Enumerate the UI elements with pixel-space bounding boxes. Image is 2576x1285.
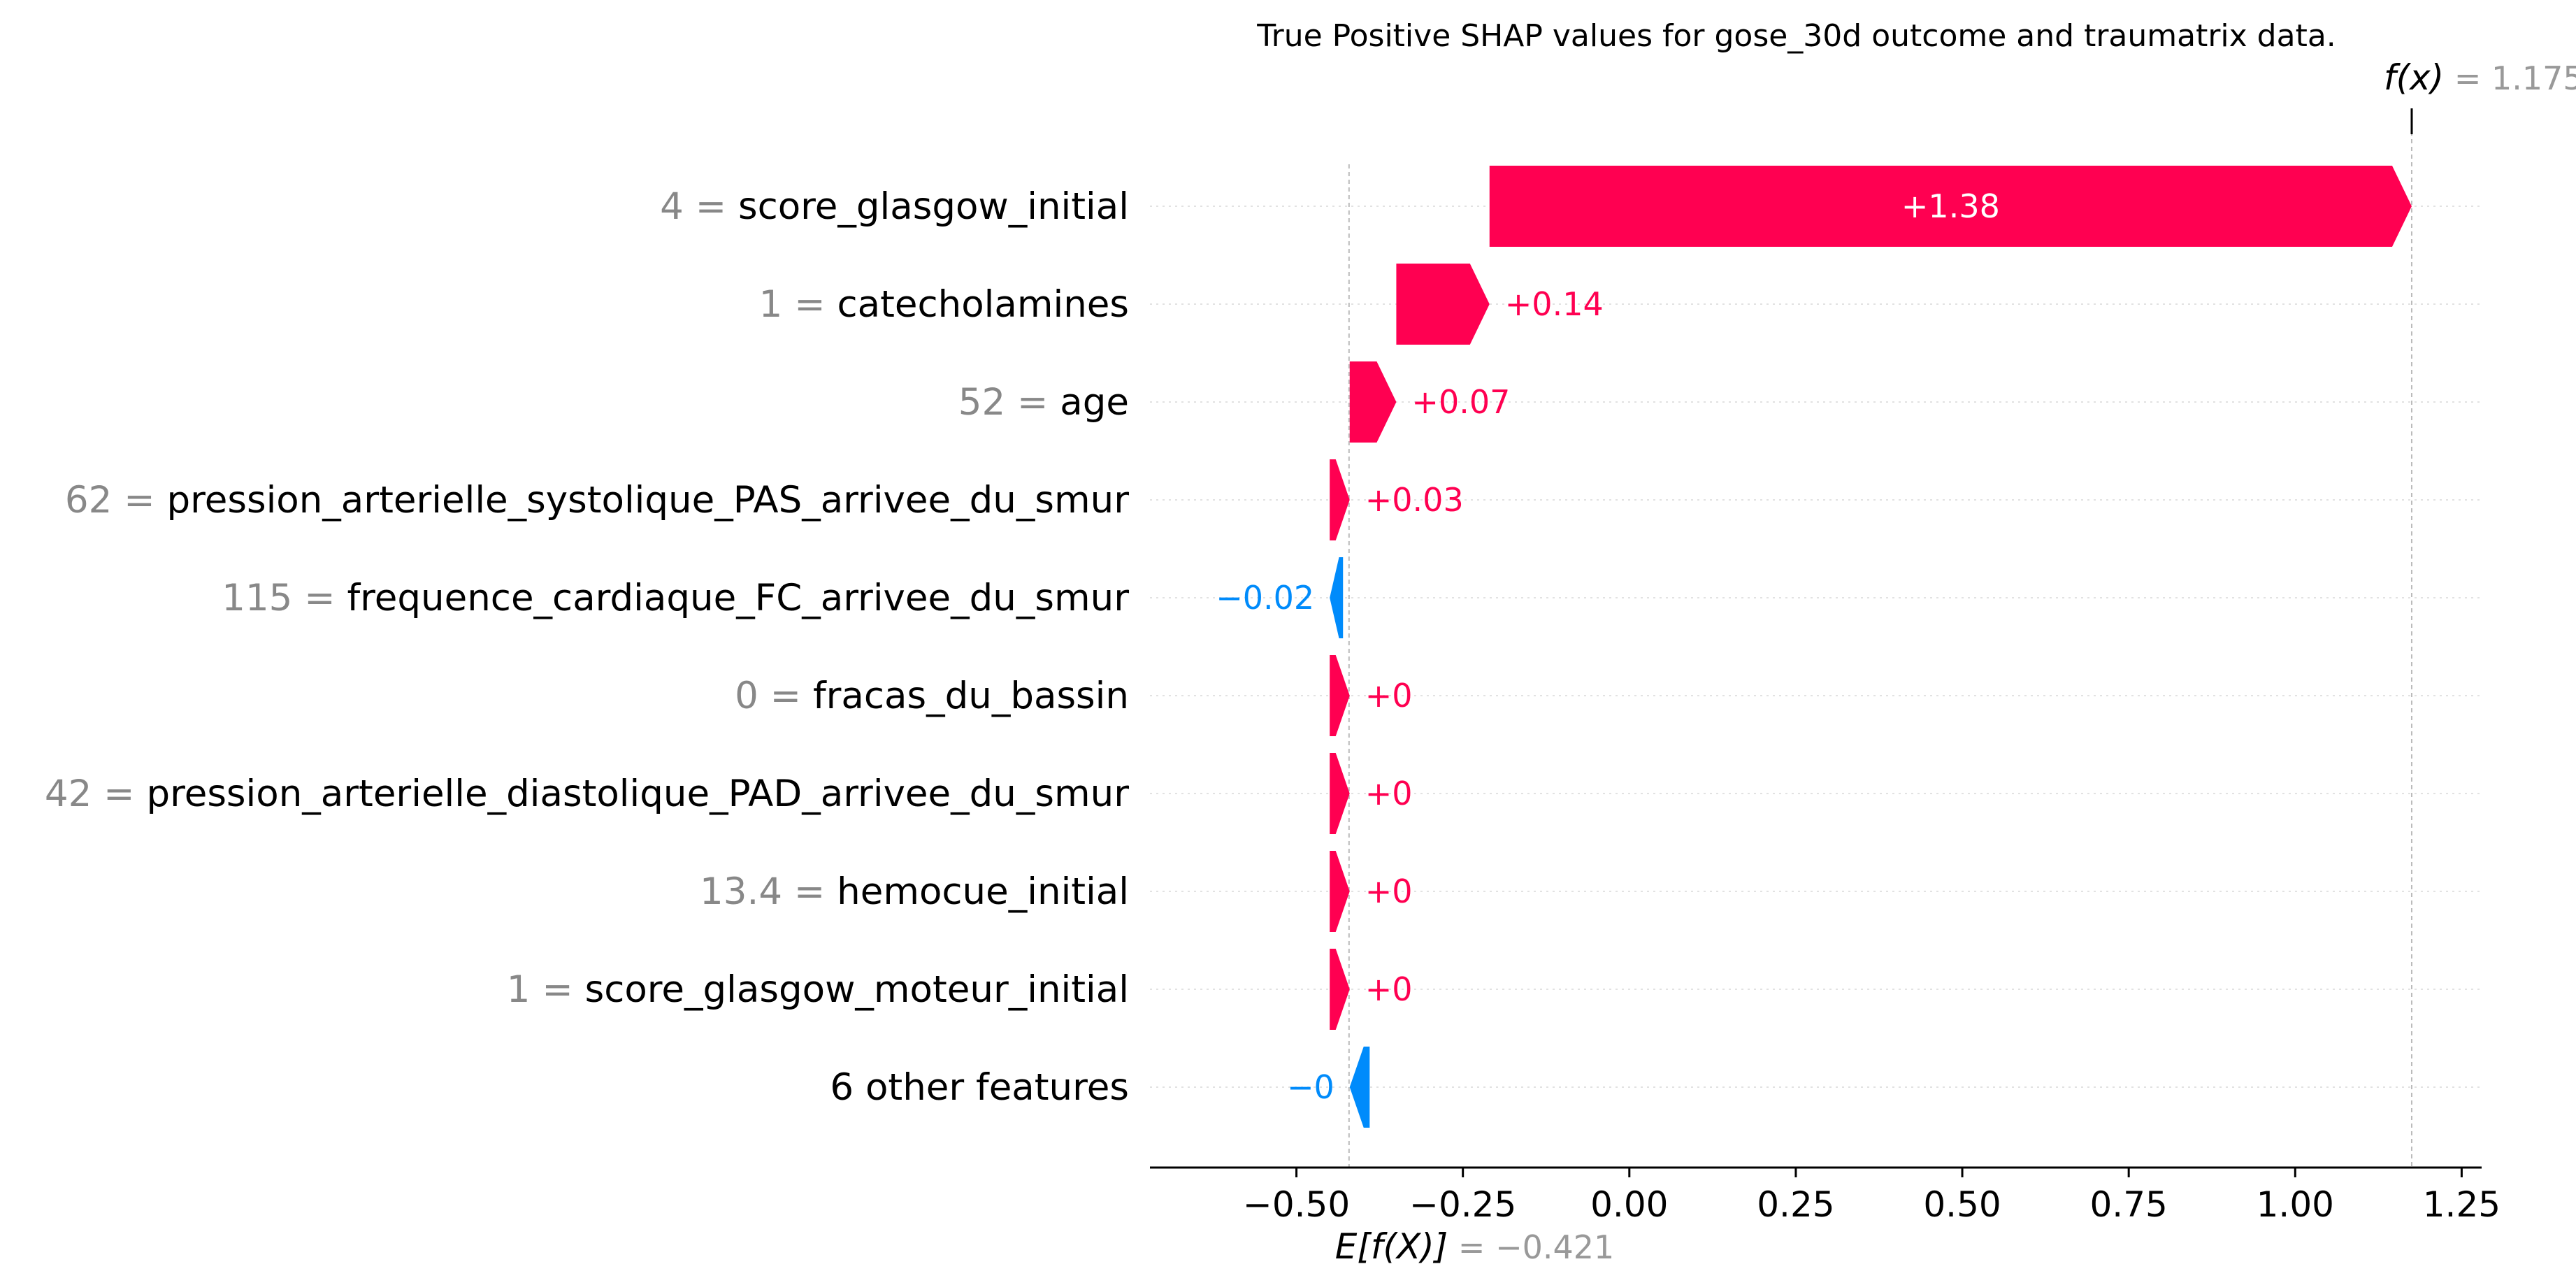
- feature-name: catecholamines: [837, 283, 1129, 326]
- shap-bar: [1330, 459, 1350, 540]
- feature-rows: 4 = score_glasgow_initial +1.38 1 = catech…: [45, 166, 2482, 1128]
- feature-label: 1 = catecholamines: [759, 283, 1129, 326]
- bar-value-label: +0.07: [1411, 383, 1510, 421]
- feature-name: score_glasgow_moteur_initial: [585, 968, 1129, 1011]
- x-tick-label: 0.50: [1923, 1184, 2001, 1225]
- output-value-number: = 1.175: [2444, 59, 2576, 97]
- feature-name: hemocue_initial: [837, 870, 1129, 913]
- feature-value: 42 =: [45, 773, 147, 815]
- shap-bar: [1330, 851, 1350, 932]
- shap-bar: [1330, 753, 1350, 834]
- x-tick-label: 0.75: [2090, 1184, 2168, 1225]
- output-value-label: f(x): [2384, 57, 2444, 98]
- feature-label: 4 = score_glasgow_initial: [660, 185, 1129, 228]
- x-tick-label: −0.25: [1409, 1184, 1516, 1225]
- feature-value: 1 =: [507, 968, 585, 1011]
- reference-lines: [1348, 108, 2413, 1168]
- x-tick-label: −0.50: [1243, 1184, 1350, 1225]
- feature-value: 115 =: [222, 577, 347, 619]
- shap-bar: [1349, 361, 1397, 443]
- feature-value: 62 =: [65, 479, 167, 522]
- bar-value-label: +0: [1365, 775, 1413, 812]
- feature-row: 13.4 = hemocue_initial +0: [700, 851, 2482, 932]
- feature-row: 4 = score_glasgow_initial +1.38: [660, 166, 2482, 247]
- feature-name: frequence_cardiaque_FC_arrivee_du_smur: [347, 577, 1129, 619]
- feature-label: 6 other features: [830, 1066, 1129, 1109]
- feature-label: 42 = pression_arterielle_diastolique_PAD…: [45, 773, 1129, 815]
- output-value-text: f(x) = 1.175: [2384, 57, 2576, 98]
- feature-row: 0 = fracas_du_bassin +0: [735, 655, 2482, 736]
- bar-value-label: +0: [1365, 677, 1413, 715]
- bar-value-label: −0.02: [1216, 579, 1314, 617]
- x-tick-label: 0.00: [1590, 1184, 1668, 1225]
- shap-bar: [1396, 264, 1490, 345]
- feature-value: 1 =: [759, 283, 837, 326]
- feature-label: 1 = score_glasgow_moteur_initial: [507, 968, 1129, 1011]
- feature-row: 1 = catecholamines +0.14: [759, 264, 2482, 345]
- base-value-label: E[f(X)]: [1335, 1226, 1448, 1267]
- x-tick-label: 0.25: [1757, 1184, 1834, 1225]
- feature-name: pression_arterielle_systolique_PAS_arriv…: [166, 479, 1129, 522]
- bar-value-label: +0.14: [1505, 285, 1604, 323]
- feature-name: 6 other features: [830, 1066, 1129, 1109]
- base-value-text: E[f(X)] = −0.421: [1335, 1226, 1615, 1267]
- bar-value-label: −0: [1287, 1068, 1334, 1106]
- output-value-annotation: f(x) = 1.175: [2384, 57, 2576, 98]
- feature-name: fracas_du_bassin: [813, 675, 1129, 717]
- x-tick-label: 1.25: [2423, 1184, 2501, 1225]
- bar-value-label: +0: [1365, 970, 1413, 1008]
- bar-value-label: +0.03: [1365, 481, 1464, 519]
- feature-label: 0 = fracas_du_bassin: [735, 675, 1129, 717]
- feature-value: 4 =: [660, 185, 738, 228]
- shap-bar: [1349, 1047, 1370, 1128]
- feature-value: 13.4 =: [700, 870, 837, 913]
- feature-label: 115 = frequence_cardiaque_FC_arrivee_du_…: [222, 577, 1129, 619]
- feature-value: 0 =: [735, 675, 813, 717]
- feature-row: 1 = score_glasgow_moteur_initial +0: [507, 949, 2482, 1030]
- base-value-annotation: E[f(X)] = −0.421: [1335, 1226, 1615, 1267]
- feature-label: 52 = age: [958, 381, 1129, 424]
- shap-bar: [1330, 557, 1344, 638]
- x-tick-label: 1.00: [2257, 1184, 2334, 1225]
- feature-row: 6 other features −0: [830, 1047, 2482, 1128]
- feature-name: age: [1060, 381, 1129, 424]
- shap-bar: [1489, 166, 2412, 247]
- feature-row: 115 = frequence_cardiaque_FC_arrivee_du_…: [222, 557, 2482, 638]
- feature-label: 13.4 = hemocue_initial: [700, 870, 1129, 913]
- bar-value-label: +0: [1365, 873, 1413, 910]
- base-value-number: = −0.421: [1448, 1228, 1614, 1266]
- feature-value: 52 =: [958, 381, 1060, 424]
- feature-name: score_glasgow_initial: [738, 185, 1129, 228]
- bar-value-label: +1.38: [1901, 187, 2000, 225]
- chart-title: True Positive SHAP values for gose_30d o…: [1256, 18, 2336, 54]
- feature-row: 42 = pression_arterielle_diastolique_PAD…: [45, 753, 2482, 834]
- shap-bar: [1330, 949, 1350, 1030]
- feature-row: 52 = age +0.07: [958, 361, 2482, 443]
- feature-label: 62 = pression_arterielle_systolique_PAS_…: [65, 479, 1129, 522]
- feature-name: pression_arterielle_diastolique_PAD_arri…: [146, 773, 1129, 815]
- x-axis: −0.50 −0.25 0.00 0.25 0.50 0.75 1.00 1.25: [1150, 1166, 2501, 1225]
- feature-row: 62 = pression_arterielle_systolique_PAS_…: [65, 459, 2482, 540]
- shap-bar: [1330, 655, 1350, 736]
